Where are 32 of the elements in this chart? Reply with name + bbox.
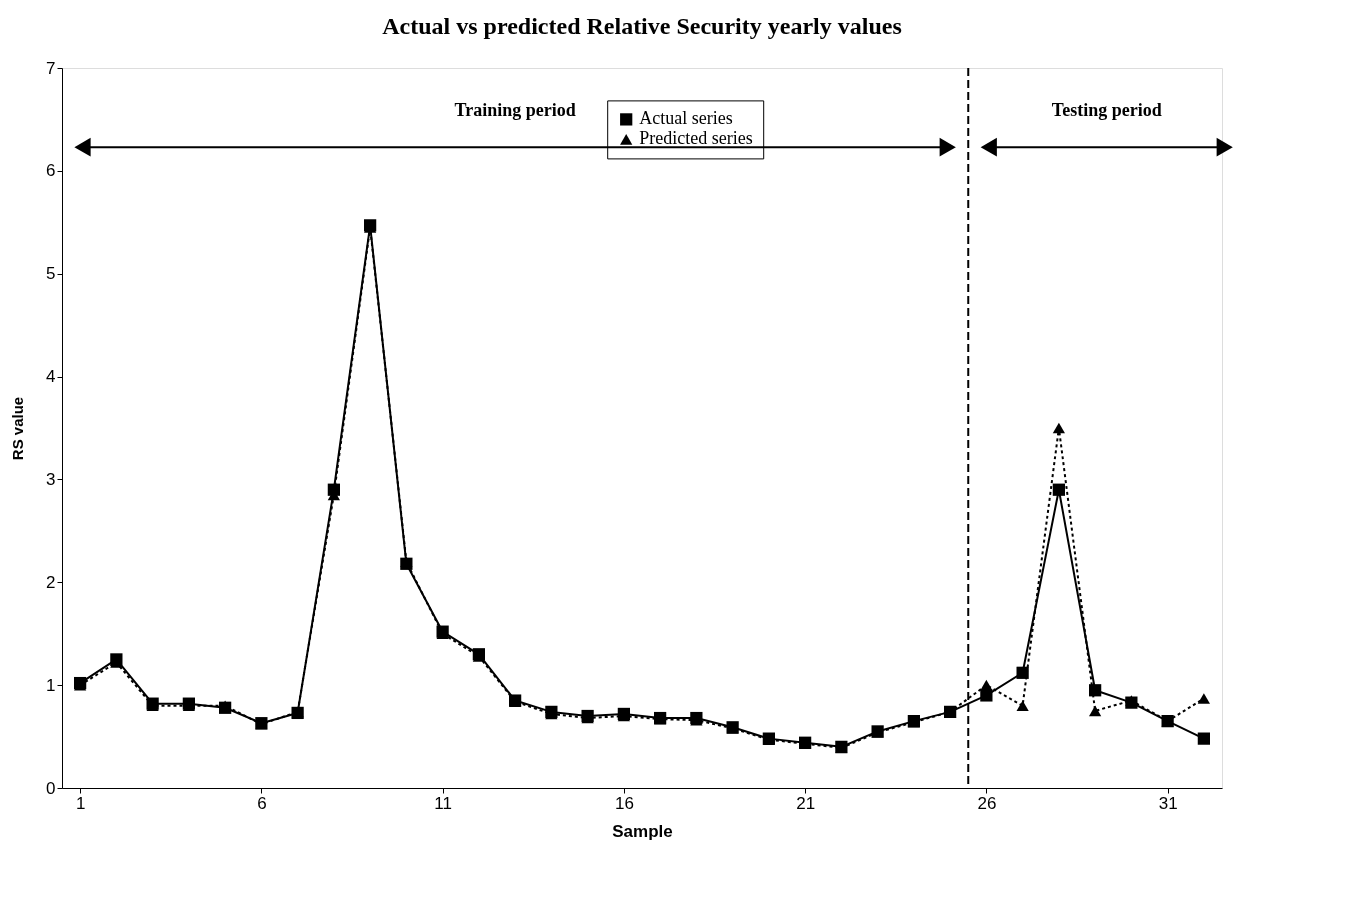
y-tick-label: 2 — [46, 572, 56, 592]
legend-label: Actual series — [639, 108, 733, 129]
point — [1016, 666, 1029, 679]
x-tick-label: 1 — [75, 793, 86, 813]
legend-label: Predicted series — [639, 128, 753, 149]
y-tick-label: 1 — [46, 675, 56, 695]
y-axis-title: RS value — [9, 396, 27, 461]
x-tick-label: 26 — [977, 793, 997, 813]
y-tick-label: 7 — [46, 58, 56, 78]
y-tick-label: 4 — [46, 367, 56, 387]
point — [1052, 483, 1065, 496]
x-axis-title: Sample — [612, 821, 673, 841]
point — [1197, 693, 1210, 704]
x-tick-label: 31 — [1158, 793, 1178, 813]
point — [1089, 684, 1102, 697]
y-tick-label: 6 — [46, 161, 56, 181]
y-tick-label: 0 — [46, 778, 56, 798]
point — [1197, 732, 1210, 745]
y-tick-label: 3 — [46, 469, 56, 489]
point — [1016, 700, 1029, 712]
point — [980, 679, 993, 691]
x-tick-label: 21 — [796, 793, 816, 813]
point — [1089, 705, 1102, 717]
x-tick-label: 6 — [257, 793, 267, 813]
chart-title: Actual vs predicted Relative Security yearly values — [382, 13, 902, 39]
y-tick-label: 5 — [46, 264, 56, 284]
annotation: Testing period — [1051, 100, 1162, 121]
point — [980, 689, 993, 702]
annotation: Training period — [454, 100, 576, 121]
x-tick-label: 11 — [434, 793, 452, 813]
point — [1052, 422, 1065, 434]
x-tick-label: 16 — [614, 793, 634, 813]
